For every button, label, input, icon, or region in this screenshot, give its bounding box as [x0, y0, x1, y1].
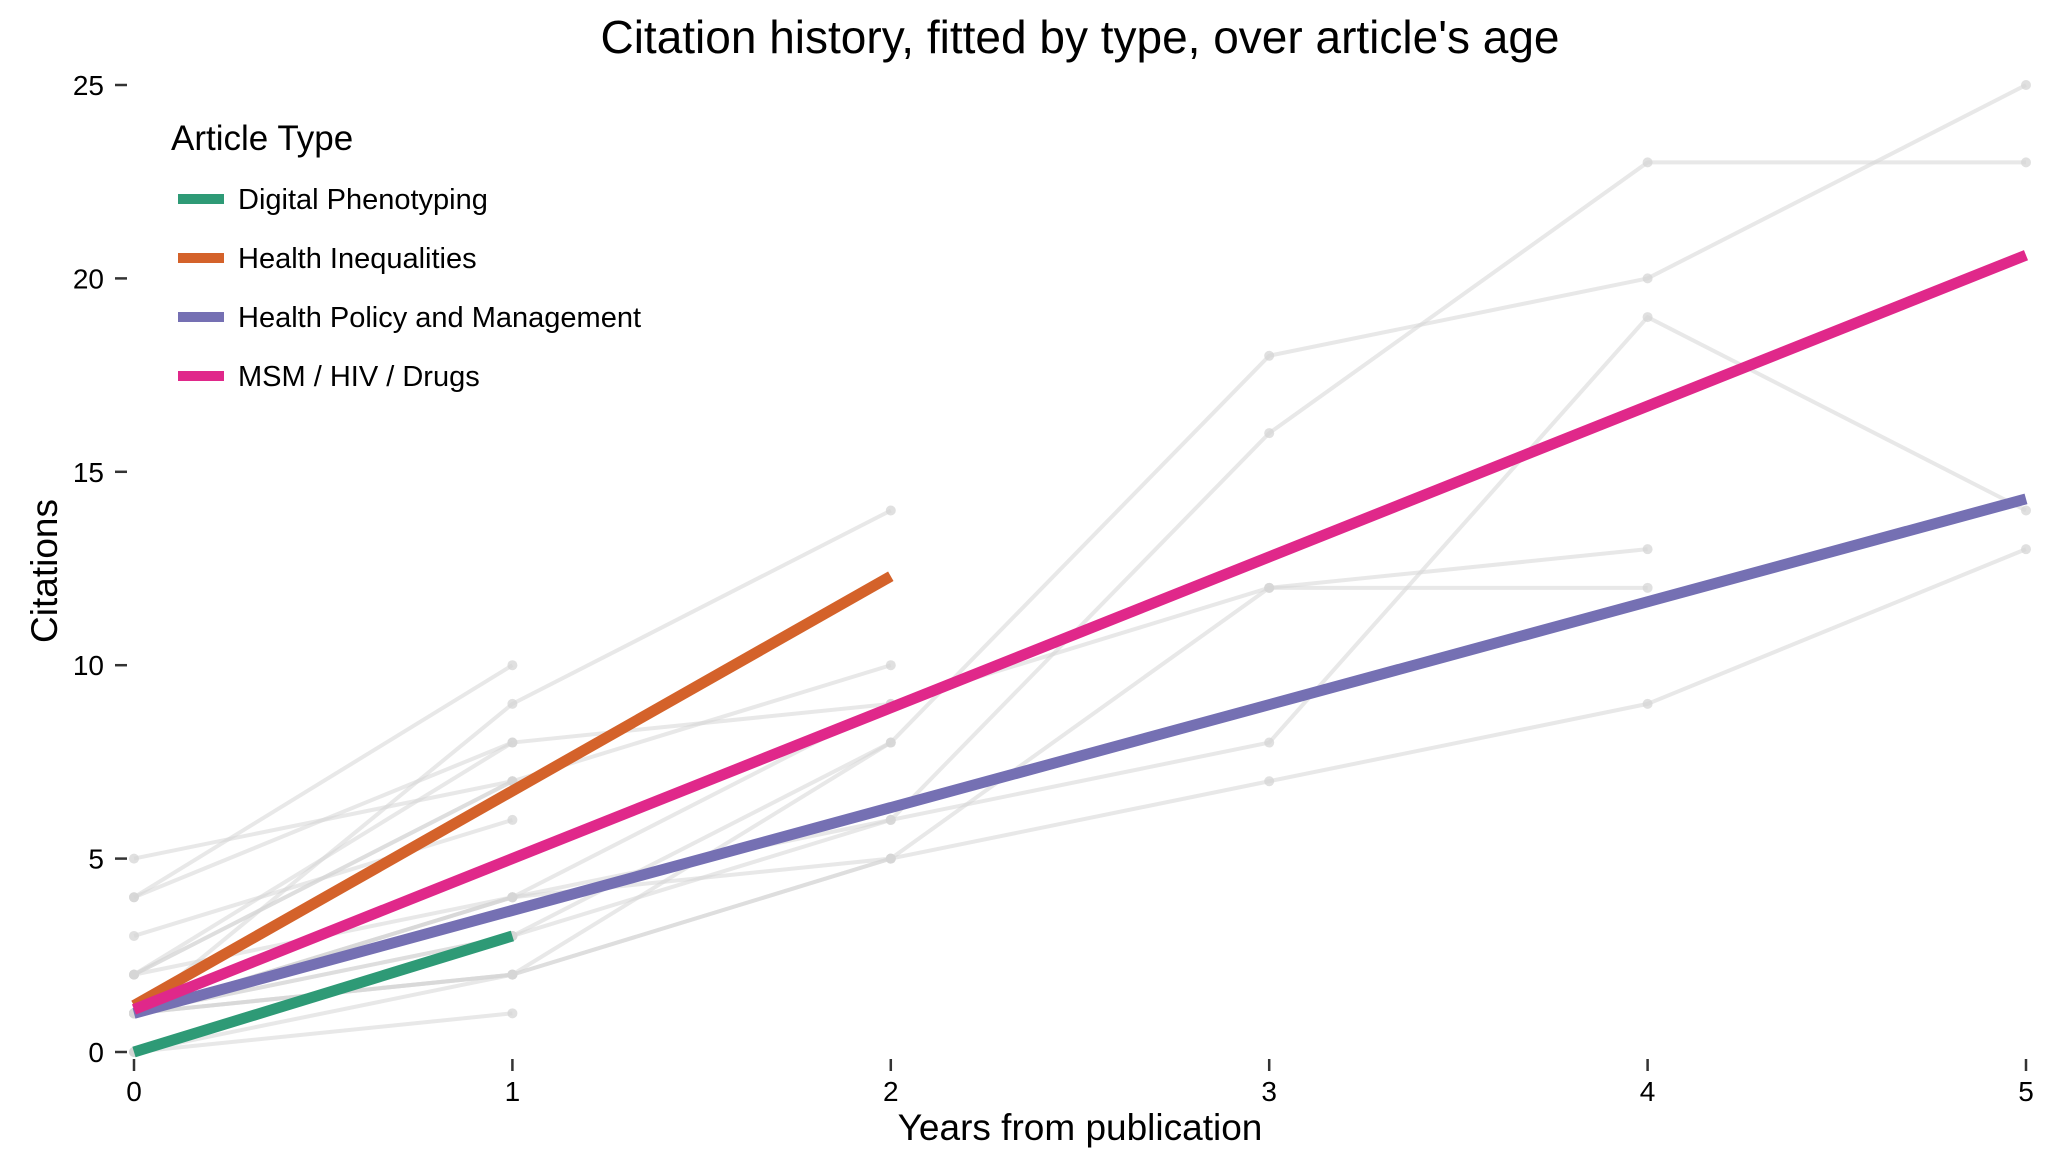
article-point	[1264, 737, 1275, 748]
chart-title: Citation history, fitted by type, over a…	[600, 11, 1559, 63]
y-tick-label: 10	[73, 650, 104, 681]
article-point	[1642, 698, 1653, 709]
x-axis-title: Years from publication	[898, 1107, 1263, 1148]
article-point	[129, 853, 139, 864]
x-tick-label: 2	[883, 1076, 899, 1107]
y-axis-title: Citations	[24, 499, 65, 643]
x-tick-label: 1	[505, 1076, 521, 1107]
y-tick-label: 15	[73, 457, 104, 488]
article-point	[507, 698, 518, 709]
article-point	[129, 969, 139, 980]
article-line-17	[133, 160, 2026, 1016]
fit-line-msm-hiv-drugs	[131, 250, 2029, 1015]
article-line-16	[133, 83, 2027, 1016]
article-point	[1642, 582, 1653, 593]
article-point	[885, 737, 896, 748]
article-point	[2021, 80, 2031, 90]
y-tick-label: 5	[88, 844, 104, 875]
legend-title: Article Type	[171, 119, 353, 158]
y-tick-label: 0	[88, 1037, 104, 1068]
article-point	[1264, 428, 1275, 439]
legend: Article Type Digital Phenotyping Health I…	[171, 119, 641, 393]
article-point	[1642, 312, 1653, 323]
article-point	[2021, 505, 2031, 516]
article-line-1	[133, 1011, 513, 1054]
legend-label: Health Policy and Management	[238, 302, 641, 334]
fitted-lines	[131, 250, 2029, 1058]
article-line-19	[133, 547, 1648, 1016]
legend-label: Health Inequalities	[238, 243, 477, 275]
legend-label: MSM / HIV / Drugs	[238, 361, 480, 393]
article-point	[885, 853, 896, 864]
fit-line-health-policy-and-management	[132, 493, 2028, 1019]
y-tick-label: 20	[73, 263, 104, 294]
legend-label: Digital Phenotyping	[238, 184, 488, 216]
article-point	[885, 505, 896, 516]
article-point	[885, 660, 896, 671]
article-point	[507, 969, 518, 980]
article-point	[2021, 157, 2031, 168]
article-point	[1264, 776, 1275, 787]
article-point	[129, 892, 139, 903]
x-tick-label: 5	[2018, 1076, 2034, 1107]
article-line-8	[132, 663, 514, 899]
fit-line-digital-phenotyping	[132, 930, 515, 1058]
article-point	[507, 814, 518, 825]
article-point	[507, 660, 518, 671]
article-line-9	[133, 779, 513, 861]
article-point	[507, 1008, 518, 1019]
x-tick-label: 4	[1640, 1076, 1656, 1107]
article-point	[1642, 544, 1653, 555]
article-point	[1264, 350, 1275, 361]
article-point	[1642, 273, 1653, 284]
article-point	[507, 892, 518, 903]
article-point	[1264, 582, 1275, 593]
article-point	[507, 737, 518, 748]
article-point	[885, 814, 896, 825]
x-tick-label: 0	[126, 1076, 142, 1107]
article-line-18	[133, 315, 2027, 977]
axes: 0 5 10 15 20 25 0 1 2 3 4 5	[73, 70, 2034, 1107]
y-tick-label: 25	[73, 70, 104, 101]
article-point	[1642, 157, 1653, 168]
x-tick-label: 3	[1261, 1076, 1277, 1107]
background-lines	[129, 80, 2031, 1057]
article-point	[2021, 544, 2031, 555]
article-point	[129, 930, 139, 941]
fit-line-health-inequalities	[131, 571, 894, 1011]
